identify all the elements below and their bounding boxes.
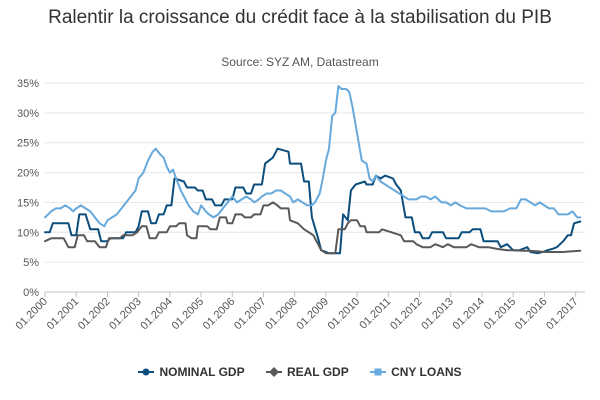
y-tick-label: 15% (17, 197, 39, 209)
legend-marker-cny-loans (370, 368, 387, 376)
y-tick-label: 30% (17, 108, 39, 120)
chart-legend: NOMINAL GDP REAL GDP CNY LOANS (0, 365, 600, 380)
legend-item-real-gdp[interactable]: REAL GDP (265, 365, 349, 379)
x-tick-label: 01.2014 (451, 296, 488, 333)
x-tick-label: 01.2000 (14, 296, 51, 333)
x-tick-label: 01.2008 (263, 296, 300, 333)
legend-label-nominal-gdp: NOMINAL GDP (159, 365, 245, 379)
y-tick-label: 35% (17, 78, 39, 90)
series-line-cny-loans (44, 85, 582, 228)
y-tick-label: 10% (17, 227, 39, 239)
y-tick-label: 5% (23, 257, 39, 269)
x-tick-label: 01.2005 (170, 296, 207, 333)
y-tick-label: 25% (17, 138, 39, 150)
x-tick-label: 01.2009 (294, 296, 331, 333)
x-tick-label: 01.2013 (419, 296, 456, 333)
legend-marker-real-gdp (265, 367, 282, 377)
legend-label-real-gdp: REAL GDP (286, 365, 349, 379)
x-tick-label: 01.2016 (513, 296, 550, 333)
series-line-nominal-gdp (44, 147, 582, 255)
series-line-real-gdp (44, 201, 582, 255)
x-tick-label: 01.2003 (107, 296, 144, 333)
x-tick-label: 01.2015 (482, 296, 519, 333)
y-tick-label: 20% (17, 168, 39, 180)
chart-subtitle: Source: SYZ AM, Datastream (221, 55, 379, 69)
x-tick-label: 01.2011 (357, 296, 393, 332)
legend-marker-nominal-gdp (138, 368, 155, 376)
x-tick-label: 01.2001 (45, 296, 82, 333)
x-tick-label: 01.2006 (201, 296, 238, 333)
x-tick-label: 01.2010 (326, 296, 363, 333)
y-tick-label: 0% (23, 287, 39, 299)
legend-item-nominal-gdp[interactable]: NOMINAL GDP (138, 365, 245, 379)
x-tick-label: 01.2012 (388, 296, 425, 333)
chart-title: Ralentir la croissance du crédit face à … (48, 7, 552, 28)
x-tick-label: 01.2002 (76, 296, 113, 333)
x-tick-label: 01.2007 (232, 296, 269, 333)
legend-item-cny-loans[interactable]: CNY LOANS (370, 365, 462, 379)
x-tick-label: 01.2017 (544, 296, 581, 333)
legend-label-cny-loans: CNY LOANS (391, 365, 462, 379)
x-tick-label: 01.2004 (138, 296, 175, 333)
